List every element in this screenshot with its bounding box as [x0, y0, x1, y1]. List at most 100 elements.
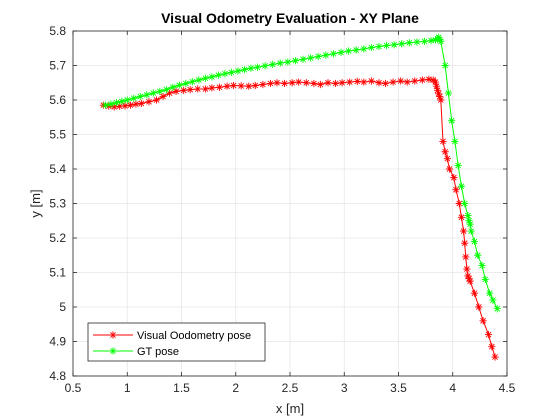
data-point-vo	[439, 137, 447, 145]
y-tick-label: 5.2	[49, 231, 66, 245]
data-point-vo	[346, 78, 354, 86]
x-tick-label: 0.5	[65, 381, 82, 395]
data-point-gt	[464, 211, 472, 220]
data-point-gt	[240, 66, 249, 74]
data-point-vo	[310, 79, 318, 88]
legend-star-gt	[109, 347, 117, 355]
data-point-vo	[452, 186, 460, 194]
data-point-vo	[194, 85, 202, 93]
data-point-vo	[259, 80, 267, 89]
y-tick-label: 5.6	[49, 93, 66, 107]
data-point-vo	[443, 155, 451, 163]
data-point-gt	[382, 41, 391, 50]
data-point-gt	[214, 71, 222, 79]
data-point-vo	[137, 99, 145, 108]
data-point-gt	[291, 57, 300, 65]
legend-star-vo	[109, 331, 117, 339]
data-point-gt	[474, 251, 482, 259]
data-point-gt	[405, 39, 413, 47]
data-point-vo	[466, 277, 474, 285]
legend-box	[87, 322, 266, 362]
data-point-vo	[484, 331, 493, 339]
data-point-vo	[457, 213, 466, 221]
legend: Visual Oodometry pose GT pose	[87, 322, 266, 362]
data-point-vo	[475, 303, 483, 311]
data-point-gt	[156, 87, 164, 95]
legend-marker-vo	[109, 331, 117, 339]
data-point-vo	[460, 227, 468, 235]
data-point-vo	[375, 79, 383, 87]
data-point-vo	[425, 75, 433, 83]
data-point-gt	[436, 36, 444, 44]
legend-label-gt: GT pose	[137, 346, 179, 358]
data-point-gt	[227, 68, 236, 76]
data-point-gt	[470, 237, 479, 246]
data-point-vo	[165, 89, 174, 97]
y-tick-label: 5.3	[49, 197, 66, 211]
data-point-gt	[448, 117, 456, 125]
data-point-vo	[266, 79, 275, 88]
data-point-gt	[253, 63, 262, 71]
data-point-vo	[159, 92, 167, 101]
data-point-vo	[331, 79, 340, 88]
data-point-vo	[462, 253, 470, 261]
data-point-vo	[470, 289, 479, 297]
data-point-vo	[338, 79, 346, 87]
data-point-gt	[307, 54, 315, 62]
data-point-gt	[221, 70, 229, 78]
data-point-gt	[299, 55, 307, 63]
y-tick-label: 4.8	[49, 369, 66, 383]
y-tick-label: 4.9	[49, 335, 66, 349]
data-point-vo	[145, 98, 153, 106]
data-point-gt	[375, 42, 383, 51]
data-point-gt	[284, 58, 292, 66]
data-point-vo	[437, 96, 445, 104]
data-point-vo	[397, 77, 405, 85]
y-tick-label: 5.5	[49, 128, 66, 142]
data-point-gt	[427, 37, 435, 45]
data-point-gt	[101, 101, 110, 109]
data-point-gt	[493, 305, 501, 313]
data-point-gt	[461, 199, 469, 208]
chart-title: Visual Odometry Evaluation - XY Plane	[161, 10, 419, 26]
data-point-gt	[107, 100, 115, 108]
data-point-gt	[112, 99, 120, 107]
data-point-gt	[435, 33, 443, 41]
data-point-vo	[433, 86, 442, 94]
x-tick-label: 4.5	[499, 381, 516, 395]
data-point-vo	[121, 102, 129, 110]
data-point-gt	[195, 76, 203, 84]
data-point-gt	[314, 52, 322, 61]
x-tick-label: 3.5	[390, 381, 407, 395]
data-point-vo	[132, 100, 140, 108]
data-point-vo	[411, 77, 419, 85]
x-tick-label: 1.5	[173, 381, 190, 395]
data-point-gt	[390, 41, 398, 49]
data-point-gt	[269, 60, 277, 69]
data-point-vo	[288, 79, 296, 87]
data-point-gt	[143, 91, 151, 99]
grid-lines	[72, 30, 508, 377]
y-axis-label: y [m]	[28, 189, 43, 217]
data-point-vo	[172, 87, 180, 95]
data-point-gt	[481, 275, 489, 283]
series-layer	[99, 33, 501, 361]
data-point-vo	[324, 79, 332, 87]
y-tick-label: 5.7	[49, 59, 66, 73]
legend-marker-gt	[109, 347, 117, 355]
data-point-gt	[337, 48, 345, 56]
data-point-vo	[441, 148, 449, 156]
data-point-gt	[420, 37, 429, 45]
data-point-vo	[389, 78, 397, 86]
data-point-vo	[215, 83, 224, 91]
data-point-vo	[280, 79, 289, 88]
data-point-vo	[445, 165, 454, 173]
series-markers-gt	[101, 33, 501, 313]
data-point-vo	[126, 101, 135, 109]
data-point-vo	[201, 85, 209, 93]
data-point-vo	[229, 81, 238, 90]
data-point-gt	[329, 50, 337, 58]
data-point-vo	[237, 82, 245, 90]
data-point-vo	[464, 272, 472, 280]
data-point-gt	[451, 137, 459, 145]
